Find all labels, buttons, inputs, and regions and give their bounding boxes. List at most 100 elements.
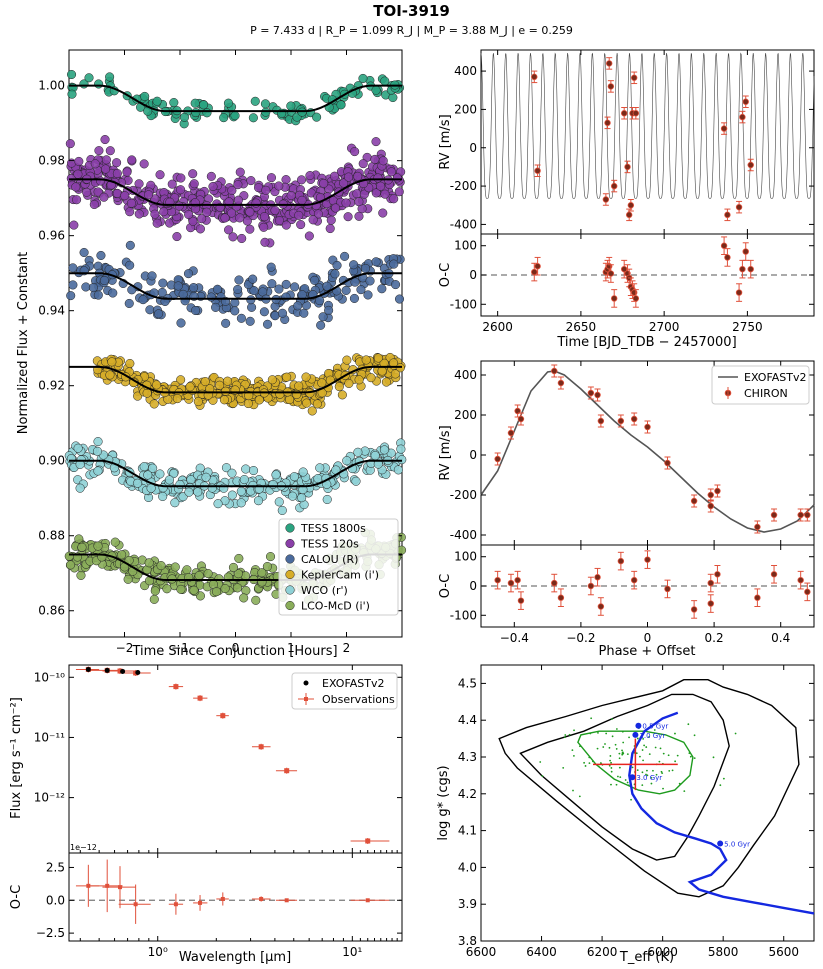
transit-point xyxy=(75,483,85,493)
transit-point xyxy=(315,463,325,473)
hr-xtick-label: 6000 xyxy=(647,945,678,959)
transit-point xyxy=(101,155,112,165)
rv-time-point xyxy=(742,98,749,105)
hr-posterior-dot xyxy=(608,764,611,767)
hr-ytick-label: 4.1 xyxy=(458,824,477,838)
rv_phase-ytick-label: 0 xyxy=(469,448,477,462)
sed-legend-marker xyxy=(303,680,309,686)
sed-oc-point xyxy=(105,883,110,888)
transit-point xyxy=(251,595,261,605)
transit-point xyxy=(334,382,344,392)
rv-phase-legend-label: EXOFASTv2 xyxy=(744,371,807,384)
transit-point xyxy=(96,250,106,261)
transit-point xyxy=(356,285,366,295)
transit-point xyxy=(286,190,296,201)
transit-point xyxy=(69,220,79,230)
transit-model-line xyxy=(69,459,402,488)
sed_oc-ytick-label: 0.0 xyxy=(46,893,65,907)
transit-point xyxy=(152,96,162,106)
transit-point xyxy=(66,69,77,80)
transit-point xyxy=(183,269,194,279)
rv_phase-xtick-label: 0.4 xyxy=(771,631,790,645)
hr-posterior-dot xyxy=(636,769,639,771)
rv_phase-xtick-label: 0.2 xyxy=(705,631,724,645)
transit-point xyxy=(257,568,267,578)
transit-point xyxy=(158,491,168,502)
transit-point xyxy=(65,139,75,149)
rv-phase-oc-point xyxy=(630,576,638,584)
sed-legend-label: EXOFASTv2 xyxy=(322,677,385,690)
sed-xtick-label: 10⁰ xyxy=(148,945,168,959)
rv-time-point xyxy=(720,125,728,132)
transit-point xyxy=(207,483,217,493)
transit-point xyxy=(138,295,148,305)
transit-point xyxy=(112,158,122,168)
rv-phase-oc-point xyxy=(594,574,601,581)
hr-evolution-track xyxy=(628,711,815,915)
transit-point xyxy=(371,85,381,95)
hr-posterior-dot xyxy=(671,769,674,772)
transit-point xyxy=(233,180,243,190)
transit-point xyxy=(221,318,231,328)
rv-phase-oc-point xyxy=(770,571,778,578)
rv-time-point xyxy=(607,83,615,90)
transit-point xyxy=(397,455,407,465)
transit-point xyxy=(290,282,300,292)
hr-posterior-dot xyxy=(610,770,613,773)
transit-point xyxy=(227,490,237,500)
rv-phase-oc-point xyxy=(557,594,565,601)
transit-point xyxy=(175,479,185,490)
rv-phase-model-line xyxy=(480,370,815,533)
transit-point xyxy=(143,470,153,480)
rv-phase-oc-point xyxy=(551,579,558,587)
rv-time-oc-point xyxy=(735,289,743,296)
transit-point xyxy=(176,185,186,195)
transit-point xyxy=(349,260,359,270)
rv-phase-oc-point xyxy=(494,576,501,584)
transit-legend-marker xyxy=(285,523,295,533)
transit-point xyxy=(184,487,194,497)
hr-posterior-dot xyxy=(678,782,681,785)
transit-point xyxy=(305,170,315,181)
transit-point xyxy=(313,474,323,484)
transit-point xyxy=(371,188,381,198)
hr-posterior-dot xyxy=(641,784,644,787)
rv-phase-point xyxy=(617,417,625,425)
transit-point xyxy=(68,263,78,273)
hr-posterior-dot xyxy=(734,732,737,735)
transit-point xyxy=(380,76,390,86)
transit-point xyxy=(133,391,143,401)
transit-point xyxy=(298,467,308,477)
transit-point xyxy=(241,464,251,474)
hr-posterior-dot xyxy=(591,760,594,763)
transit-point xyxy=(378,156,388,166)
transit-point xyxy=(380,189,390,199)
transit-point xyxy=(274,497,284,507)
hr-posterior-dot xyxy=(626,753,629,756)
rv-time-point xyxy=(606,60,613,67)
transit-point xyxy=(79,247,89,258)
transit-point xyxy=(125,358,135,369)
transit-point xyxy=(169,468,179,479)
transit-point xyxy=(120,191,130,201)
rv-phase-point xyxy=(494,455,501,463)
rv-phase-oc-point xyxy=(514,576,521,584)
transit-point xyxy=(317,378,327,388)
hr-posterior-dot xyxy=(618,752,621,755)
transit-point xyxy=(142,388,152,398)
transit-point xyxy=(289,472,299,482)
transit-point xyxy=(232,583,243,593)
transit-point xyxy=(363,290,373,300)
transit-point xyxy=(267,375,277,385)
transit-point xyxy=(221,386,231,396)
transit-point xyxy=(174,201,184,211)
hr-mid-contour xyxy=(519,693,730,861)
hr-age-label: 1.0 Gyr xyxy=(639,732,665,740)
rv-time-point xyxy=(625,211,633,219)
hr-posterior-dot xyxy=(689,755,692,758)
transit-point xyxy=(326,215,336,225)
hr-posterior-dot xyxy=(654,746,657,749)
transit-point xyxy=(243,398,253,409)
transit-point xyxy=(359,189,369,199)
sed-model-point xyxy=(135,670,141,676)
